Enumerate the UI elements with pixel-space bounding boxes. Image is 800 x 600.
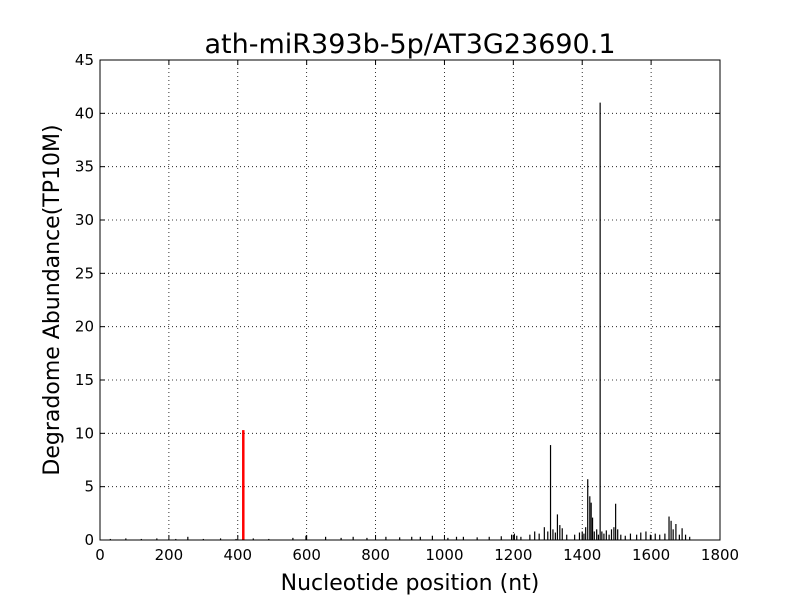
x-tick-label: 800 <box>361 546 390 564</box>
y-tick-label: 35 <box>75 158 94 176</box>
x-axis-title: Nucleotide position (nt) <box>281 571 540 596</box>
y-tick-label: 30 <box>75 211 94 229</box>
plot-frame <box>99 59 721 541</box>
y-tick-label: 15 <box>75 371 94 389</box>
x-tick-label: 600 <box>292 546 321 564</box>
y-tick-label: 10 <box>75 424 94 442</box>
x-tick-label: 1800 <box>701 546 739 564</box>
y-tick-label: 20 <box>75 318 94 336</box>
x-tick-label: 1400 <box>563 546 601 564</box>
x-tick-label: 400 <box>223 546 252 564</box>
x-tick-label: 1200 <box>494 546 532 564</box>
x-tick-label: 1000 <box>425 546 463 564</box>
background-series <box>109 102 691 540</box>
x-tick-label: 0 <box>95 546 105 564</box>
x-tick-label: 200 <box>155 546 184 564</box>
y-tick-label: 25 <box>75 264 94 282</box>
chart-title: ath-miR393b-5p/AT3G23690.1 <box>205 29 616 60</box>
x-tick-label: 1600 <box>632 546 670 564</box>
y-tick-label: 5 <box>84 478 94 496</box>
y-tick-label: 40 <box>75 104 94 122</box>
y-tick-label: 45 <box>75 51 94 69</box>
plot-area <box>109 102 691 540</box>
y-axis-title: Degradome Abundance(TP10M) <box>40 124 65 475</box>
y-tick-label: 0 <box>84 531 94 549</box>
axes: 0 200 400 600 800 1000 1200 1400 1600 1800 0 5 10 15 2… <box>75 51 739 564</box>
